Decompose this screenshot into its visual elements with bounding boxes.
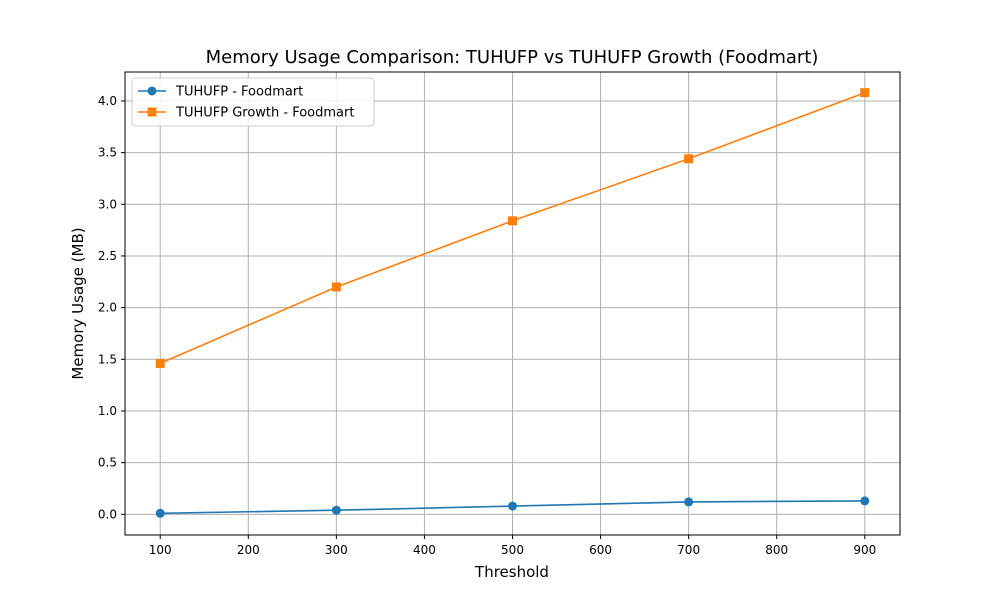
legend-box: [131, 77, 375, 127]
y-tick-label: 0.5: [98, 456, 117, 470]
data-point: [331, 505, 341, 515]
legend: TUHUFP - Foodmart TUHUFP Growth - Foodmar…: [131, 77, 375, 127]
data-point: [147, 107, 157, 117]
legend-label: TUHUFP Growth - Foodmart: [175, 106, 354, 121]
y-tick-label: 0.0: [98, 507, 117, 521]
x-tick-label: 100: [149, 543, 172, 557]
y-tick-label: 1.0: [98, 404, 117, 418]
series: [155, 88, 870, 368]
x-tick-label: 600: [589, 543, 612, 557]
x-tick-label: 200: [237, 543, 260, 557]
x-tick-label: 900: [853, 543, 876, 557]
x-axis-title: Threshold: [474, 563, 549, 581]
data-point: [860, 88, 870, 98]
x-tick-label: 500: [501, 543, 524, 557]
legend-item: TUHUFP Growth - Foodmart: [138, 106, 354, 121]
x-tick-label: 800: [765, 543, 788, 557]
y-axis-title: Memory Usage (MB): [69, 227, 87, 379]
data-point: [147, 86, 157, 96]
data-point: [860, 496, 870, 506]
y-tick-label: 1.5: [98, 352, 117, 366]
data-point: [155, 508, 165, 518]
y-tick-label: 2.0: [98, 301, 117, 315]
series: [155, 496, 870, 518]
y-tick-label: 2.5: [98, 249, 117, 263]
y-tick-label: 4.0: [98, 94, 117, 108]
legend-item: TUHUFP - Foodmart: [138, 85, 303, 100]
data-point: [508, 501, 517, 511]
data-point: [684, 154, 694, 164]
legend-label: TUHUFP - Foodmart: [175, 85, 303, 100]
x-tick-label: 400: [413, 543, 436, 557]
grid: [125, 72, 900, 535]
x-tick-label: 700: [677, 543, 700, 557]
y-tick-label: 3.5: [98, 146, 117, 160]
y-tick-label: 3.0: [98, 197, 117, 211]
data-point: [508, 216, 517, 226]
x-tick-label: 300: [325, 543, 348, 557]
chart-title: Memory Usage Comparison: TUHUFP vs TUHUF…: [206, 47, 819, 68]
x-axis: 100 200 300 400 500 600 700 800 900: [149, 535, 876, 557]
series-layer: [155, 88, 870, 518]
y-axis: 0.0 0.5 1.0 1.5 2.0 2.5 3.0 3.5 4.0: [98, 94, 125, 521]
data-point: [331, 282, 341, 292]
data-point: [684, 497, 694, 507]
data-point: [155, 358, 165, 368]
